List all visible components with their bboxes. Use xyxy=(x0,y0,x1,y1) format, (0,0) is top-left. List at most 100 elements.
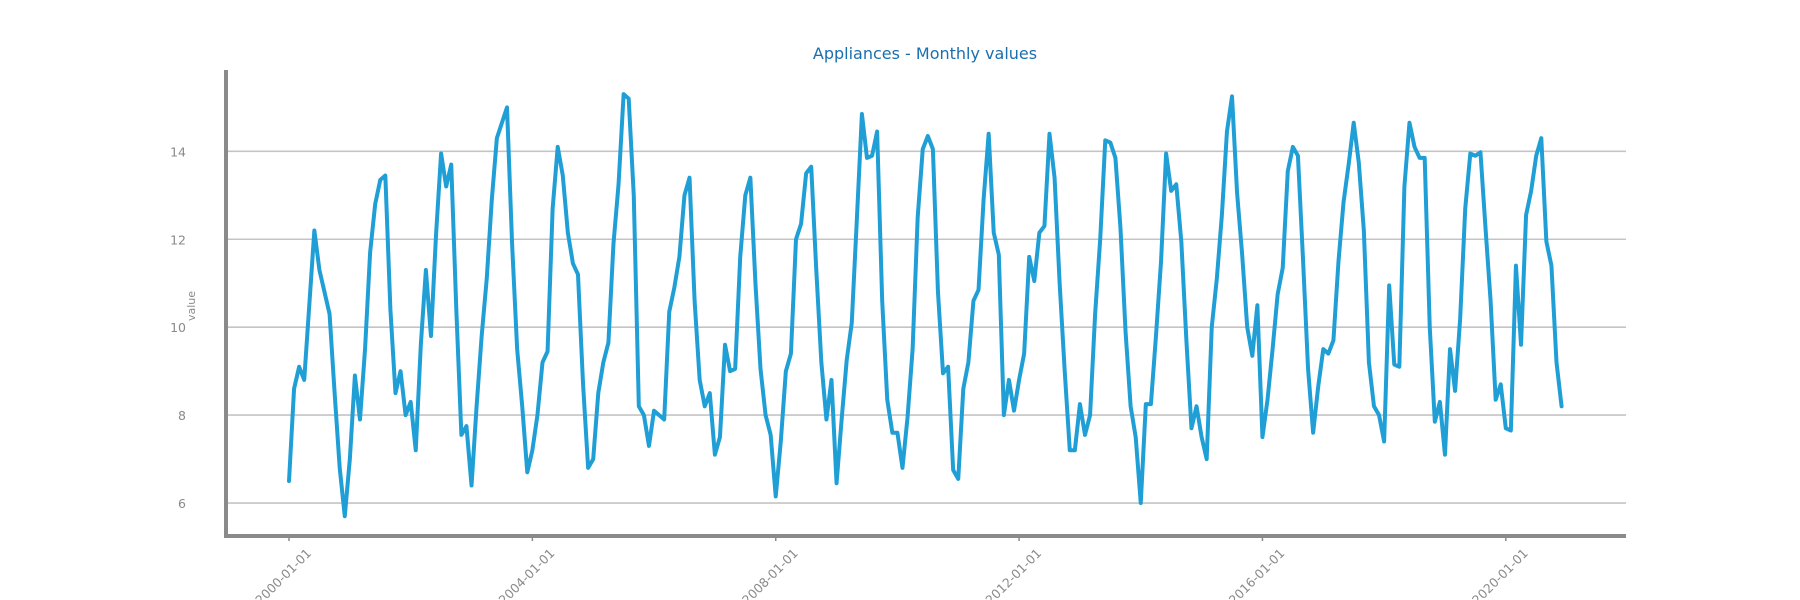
data-point xyxy=(420,344,422,346)
data-point xyxy=(1013,410,1015,412)
data-point xyxy=(374,203,376,205)
data-point xyxy=(805,172,807,174)
data-point xyxy=(486,278,488,280)
data-point xyxy=(1211,326,1213,328)
data-point xyxy=(653,410,655,412)
data-point xyxy=(1292,146,1294,148)
data-point xyxy=(313,229,315,231)
data-point xyxy=(405,414,407,416)
data-point xyxy=(1556,361,1557,363)
data-point xyxy=(597,392,599,394)
data-point xyxy=(861,113,863,115)
data-point xyxy=(1130,405,1132,407)
data-point xyxy=(1302,258,1304,260)
data-point xyxy=(471,484,473,486)
data-point xyxy=(851,322,853,324)
data-point xyxy=(1196,405,1198,407)
data-point xyxy=(1434,421,1436,423)
data-point xyxy=(709,392,711,394)
data-point xyxy=(754,282,756,284)
data-point xyxy=(1348,164,1350,166)
data-point xyxy=(410,401,412,403)
data-point xyxy=(612,243,614,245)
data-point xyxy=(562,175,564,177)
data-point xyxy=(1322,348,1324,350)
data-point xyxy=(1190,427,1192,429)
data-point xyxy=(303,379,305,381)
y-tick-label: 14 xyxy=(170,144,186,159)
data-point xyxy=(744,194,746,196)
data-point xyxy=(1094,313,1096,315)
data-point xyxy=(389,309,391,311)
data-point xyxy=(1028,256,1030,258)
data-point xyxy=(567,232,569,234)
data-point xyxy=(1074,449,1076,451)
data-point xyxy=(516,348,518,350)
data-point xyxy=(785,370,787,372)
y-axis-label: value xyxy=(185,291,198,321)
data-point xyxy=(891,432,893,434)
x-tick-label: 2020-01-01 xyxy=(1469,546,1531,600)
data-point xyxy=(450,164,452,166)
data-point xyxy=(1287,170,1289,172)
data-point xyxy=(1414,146,1416,148)
data-point xyxy=(511,243,513,245)
data-point xyxy=(308,304,310,306)
data-point xyxy=(1114,157,1116,159)
data-point xyxy=(521,405,523,407)
data-point xyxy=(476,405,478,407)
data-point xyxy=(1201,436,1203,438)
data-point xyxy=(1297,155,1299,157)
data-point xyxy=(896,432,898,434)
series-layer xyxy=(287,92,1564,519)
data-point xyxy=(962,388,964,390)
data-point xyxy=(739,256,741,258)
series-points xyxy=(288,93,1563,517)
data-point xyxy=(618,183,620,185)
data-point xyxy=(729,370,731,372)
data-point xyxy=(323,291,325,293)
data-point xyxy=(359,419,361,420)
data-point xyxy=(1368,361,1370,363)
data-point xyxy=(1343,201,1345,203)
data-point xyxy=(1403,186,1405,187)
data-point xyxy=(1388,284,1390,286)
data-point xyxy=(1256,304,1258,306)
x-tick-label: 2008-01-01 xyxy=(739,546,801,600)
data-point xyxy=(830,379,832,381)
data-point xyxy=(668,311,670,313)
data-point xyxy=(972,300,974,302)
data-point xyxy=(481,335,483,337)
data-point xyxy=(998,254,1000,256)
data-point xyxy=(795,238,797,240)
data-point xyxy=(1561,405,1563,407)
data-point xyxy=(526,471,528,473)
data-point xyxy=(1530,190,1532,192)
data-point xyxy=(425,269,427,271)
data-point xyxy=(825,419,827,420)
data-point xyxy=(1444,454,1446,456)
data-point xyxy=(491,199,493,201)
data-point xyxy=(1545,240,1547,242)
data-point xyxy=(1185,339,1187,341)
data-point xyxy=(552,207,554,209)
data-point xyxy=(836,482,838,484)
data-point xyxy=(1069,449,1071,451)
data-point xyxy=(1241,254,1243,256)
data-point xyxy=(1408,122,1410,124)
data-point xyxy=(1155,335,1157,337)
data-point xyxy=(435,234,437,236)
x-tick-label: 2016-01-01 xyxy=(1226,546,1288,600)
data-point xyxy=(1479,151,1481,153)
data-point xyxy=(1261,436,1263,438)
data-point xyxy=(689,177,691,179)
data-point xyxy=(496,137,498,139)
data-point xyxy=(1226,131,1228,133)
data-point xyxy=(445,186,447,187)
data-point xyxy=(1272,348,1274,350)
data-point xyxy=(638,405,640,407)
data-point xyxy=(724,344,726,346)
data-point xyxy=(643,414,645,416)
data-point xyxy=(967,361,969,363)
